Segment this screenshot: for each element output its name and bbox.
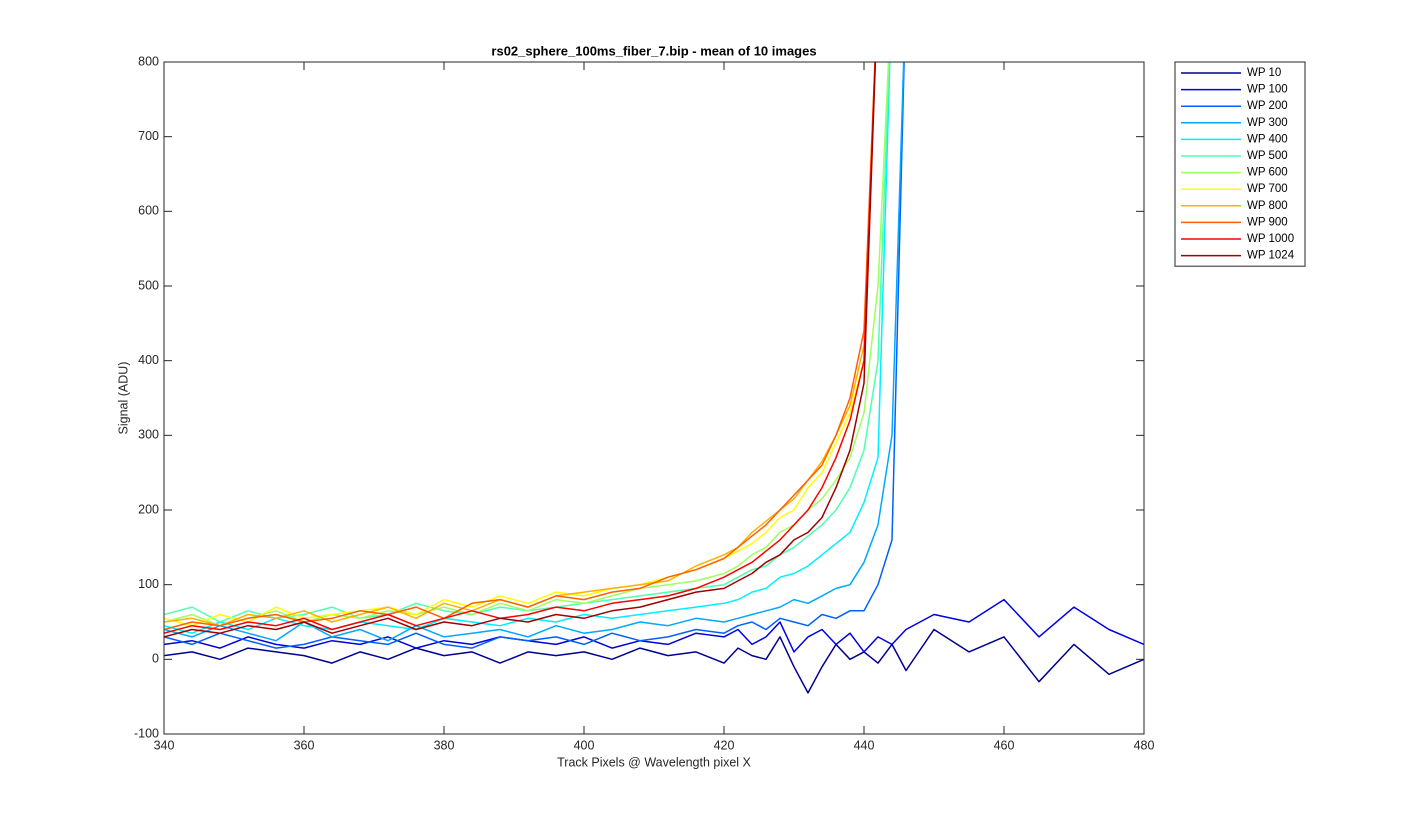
series-line	[164, 62, 890, 627]
y-tick-label: 300	[138, 428, 159, 442]
legend-label: WP 10	[1247, 67, 1281, 79]
x-axis-label: Track Pixels @ Wavelength pixel X	[557, 755, 751, 769]
series-line	[164, 62, 905, 649]
x-tick-label: 400	[574, 738, 595, 752]
x-tick-label: 440	[854, 738, 875, 752]
x-tick-label: 420	[714, 738, 735, 752]
x-tick-label: 480	[1134, 738, 1155, 752]
legend-label: WP 600	[1247, 167, 1288, 179]
x-tick-label: 340	[154, 738, 175, 752]
y-tick-label: 400	[138, 353, 159, 367]
x-tick-label: 360	[294, 738, 315, 752]
legend-label: WP 500	[1247, 150, 1288, 162]
y-tick-label: 100	[138, 577, 159, 591]
plot-lines	[164, 62, 1144, 694]
y-tick-label: 800	[138, 54, 159, 68]
series-line	[164, 62, 905, 642]
series-line	[164, 62, 876, 631]
legend-label: WP 800	[1247, 200, 1288, 212]
legend-box	[1174, 61, 1306, 267]
legend-label: WP 200	[1247, 100, 1288, 112]
series-line	[164, 62, 876, 627]
legend-label: WP 900	[1247, 216, 1288, 228]
chart-title: rs02_sphere_100ms_fiber_7.bip - mean of …	[491, 43, 816, 58]
y-tick-label: 500	[138, 278, 159, 292]
x-tick-label: 380	[434, 738, 455, 752]
legend-label: WP 100	[1247, 84, 1288, 96]
plot-frame	[163, 61, 1145, 735]
legend-label: WP 400	[1247, 133, 1288, 145]
series-line	[164, 628, 1144, 694]
series-line	[164, 62, 890, 623]
legend-label: WP 700	[1247, 183, 1288, 195]
series-line	[164, 62, 876, 634]
series-line	[164, 62, 891, 634]
legend-label: WP 300	[1247, 117, 1288, 129]
x-tick-label: 460	[994, 738, 1015, 752]
y-tick-label: 700	[138, 129, 159, 143]
series-line	[164, 598, 1144, 653]
y-tick-label: 200	[138, 502, 159, 516]
y-tick-label: 600	[138, 204, 159, 218]
y-tick-label: 0	[152, 652, 159, 666]
y-tick-label: -100	[134, 726, 159, 740]
y-axis-label: Signal (ADU)	[116, 362, 130, 435]
legend-label: WP 1000	[1247, 233, 1294, 245]
legend-label: WP 1024	[1247, 250, 1295, 262]
series-line	[164, 62, 877, 638]
